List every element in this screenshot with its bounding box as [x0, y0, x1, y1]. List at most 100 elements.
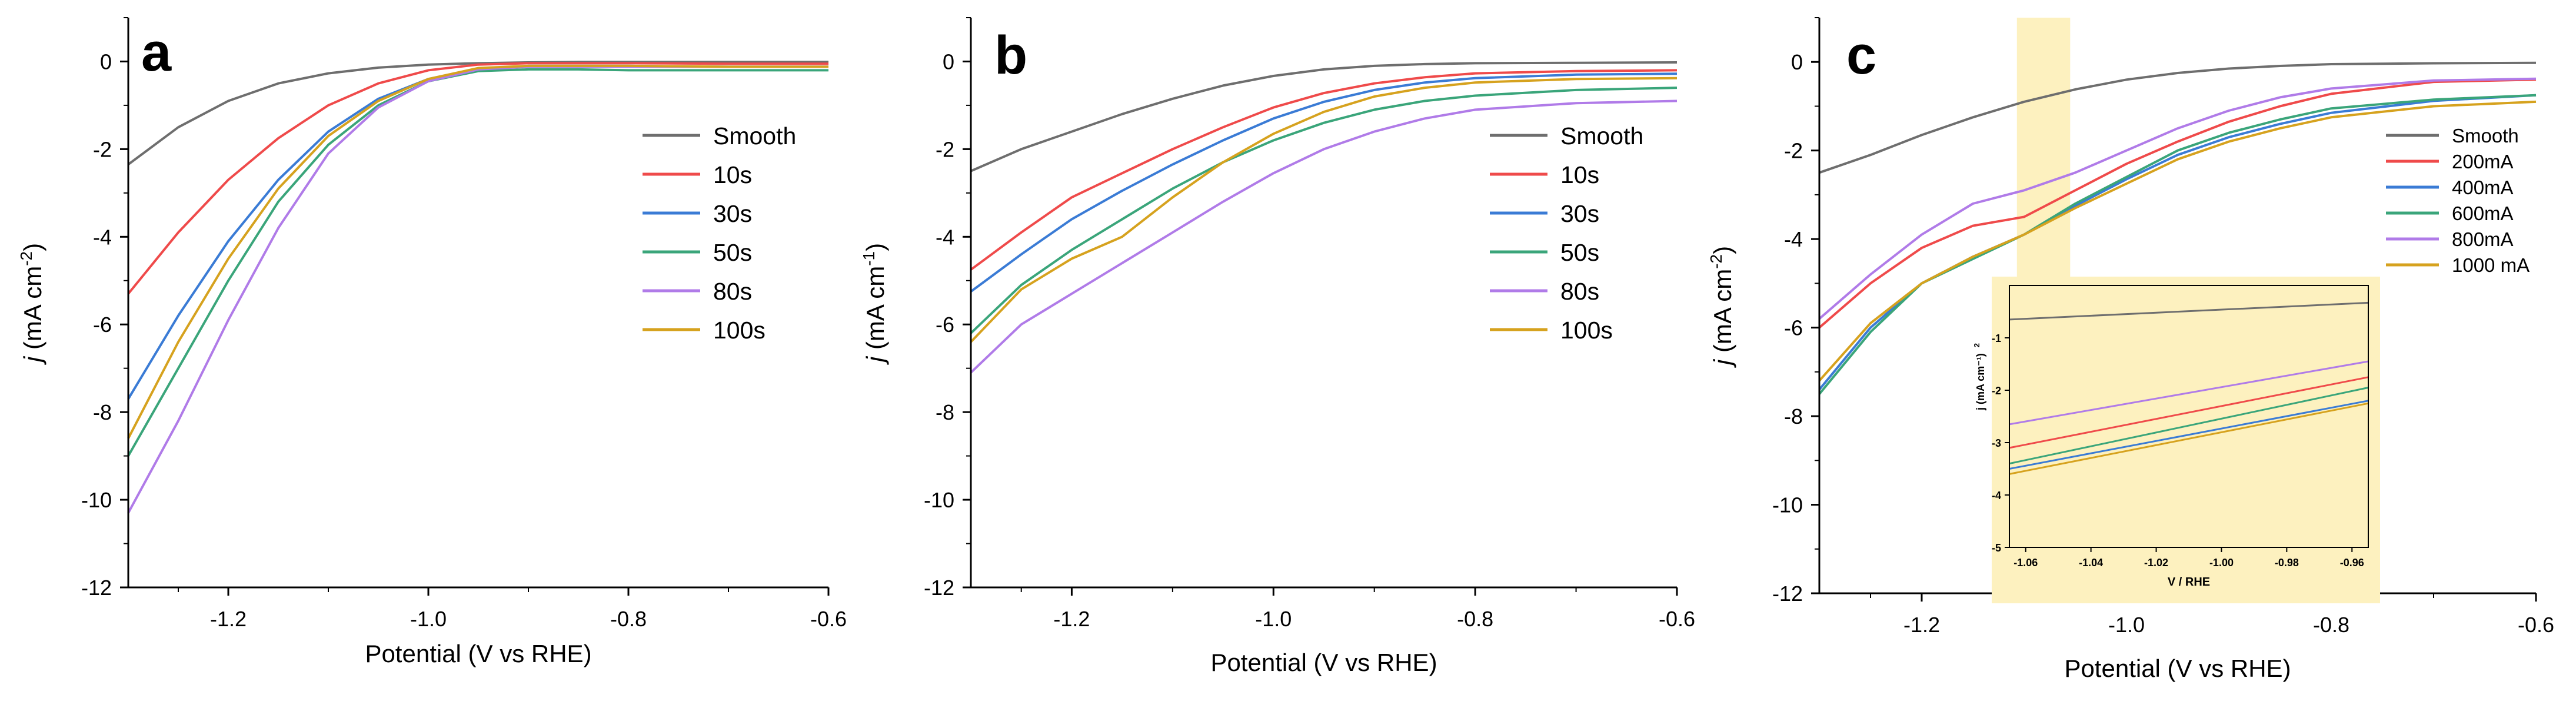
y-label-units: (mA cm	[861, 266, 889, 357]
y-label-close: )	[19, 243, 46, 251]
legend-entry: 600mA	[2452, 202, 2514, 224]
inset-y-tick-label: -4	[1992, 490, 2001, 501]
y-label-exponent: -2	[1707, 254, 1725, 269]
y-tick-label: -8	[936, 400, 954, 424]
x-tick-label: -1.0	[2108, 613, 2145, 637]
y-tick-label: 0	[1791, 50, 1803, 74]
inset-y-tick-label: -1	[1992, 333, 2001, 344]
y-label-close: )	[861, 243, 889, 251]
x-axis-label: Potential (V vs RHE)	[2064, 655, 2291, 682]
inset-x-tick-label: -0.98	[2275, 557, 2299, 569]
x-axis-label: Potential (V vs RHE)	[365, 640, 591, 667]
legend: Smooth 200mA 400mA 600mA 800mA 1000 mA	[2386, 125, 2530, 276]
y-tick-label: -2	[936, 137, 954, 161]
x-axis-label: Potential (V vs RHE)	[1210, 649, 1437, 676]
inset-y-tick-label: -2	[1992, 385, 2001, 397]
x-tick-label: -0.8	[610, 607, 647, 631]
inset-x-tick-label: -1.04	[2079, 557, 2103, 569]
y-tick-label: -10	[1772, 493, 1803, 517]
y-tick-label: -2	[1784, 139, 1803, 163]
inset-frame	[2009, 285, 2369, 548]
series-line-smooth	[1819, 61, 2537, 174]
legend: Smooth 10s 30s 50s 80s 100s	[1490, 122, 1643, 344]
chart-panel-c: -1.2 -1.0 -0.8 -0.60-2-4-6-8-10-12Potential…	[1707, 17, 2554, 682]
x-tick-label: -1.0	[410, 607, 447, 631]
inset-y-label-exponent: 2	[1972, 343, 1981, 347]
y-tick-label: -10	[924, 488, 954, 512]
y-label-close: )	[1709, 246, 1736, 254]
inset-series-line	[2009, 400, 2369, 470]
x-tick-label: -0.6	[2518, 613, 2554, 637]
inset-series-line	[2009, 376, 2369, 449]
series-line-1000ma	[1818, 100, 2537, 382]
legend-entry: 30s	[713, 200, 752, 227]
inset-series-line	[2009, 301, 2369, 321]
y-tick-label: -6	[1784, 316, 1803, 340]
legend-entry: 10s	[1560, 161, 1599, 188]
inset-series-line	[2009, 387, 2369, 465]
y-tick-label: -4	[936, 225, 954, 249]
y-tick-label: -10	[81, 488, 112, 512]
y-label-units: (mA cm	[19, 266, 46, 357]
inset-y-tick-label: -3	[1992, 437, 2001, 449]
inset-x-tick-label: -1.00	[2209, 557, 2234, 569]
y-label-exponent: -1	[860, 251, 878, 266]
y-tick-label: 0	[100, 49, 112, 74]
legend-entry: Smooth	[1560, 122, 1643, 149]
x-tick-label: -1.2	[1053, 607, 1090, 631]
inset-x-tick-label: -0.96	[2340, 557, 2364, 569]
y-axis-label: j (mA cm-2)	[17, 243, 46, 365]
y-tick-label: 0	[943, 49, 954, 74]
series-line-smooth	[127, 61, 828, 166]
series-line-50s	[970, 87, 1678, 334]
y-tick-label: -6	[936, 313, 954, 337]
y-tick-label: -12	[1772, 582, 1803, 606]
legend-entry: 80s	[713, 278, 752, 305]
legend-entry: 800mA	[2452, 228, 2514, 250]
x-tick-label: -1.2	[1903, 613, 1940, 637]
y-tick-label: -4	[1784, 227, 1803, 251]
legend-entry: 50s	[1560, 239, 1599, 266]
x-tick-label: -0.8	[2313, 613, 2349, 637]
y-axis-label: j (mA cm-2)	[1707, 246, 1736, 368]
series-line-800ma	[1818, 77, 2537, 320]
y-tick-label: -12	[81, 576, 112, 600]
legend: Smooth 10s 30s 50s 80s 100s	[643, 122, 796, 344]
inset-y-label-text: j (mA cm⁻¹)	[1975, 353, 1986, 411]
legend-entry: Smooth	[2452, 125, 2519, 147]
y-tick-label: -12	[924, 576, 954, 600]
series-line-80s	[970, 99, 1678, 374]
inset-series-line	[2009, 402, 2369, 475]
y-label-exponent: -2	[17, 251, 35, 266]
series-line-30s	[127, 64, 828, 400]
series-line-smooth	[970, 61, 1678, 172]
legend-entry: 100s	[1560, 317, 1613, 344]
chart-panel-a: -1.2 -1.0 -0.8 -0.6 0 -2 -4 -6 -8 -10 -12 Potential…	[17, 17, 847, 667]
inset-y-tick-label: -5	[1992, 542, 2001, 554]
series-line-10s	[127, 62, 828, 295]
inset-series-line	[2009, 360, 2369, 426]
x-tick-label: -0.6	[1659, 607, 1695, 631]
legend-entry: 80s	[1560, 278, 1599, 305]
inset-x-tick-label: -1.06	[2013, 557, 2038, 569]
series-line-200ma	[1818, 78, 2537, 329]
legend-entry: 400mA	[2452, 177, 2514, 198]
legend-entry: 50s	[713, 239, 752, 266]
series-line-10s	[970, 69, 1678, 271]
legend-entry: 30s	[1560, 200, 1599, 227]
inset-x-label: V / RHE	[2168, 576, 2210, 589]
series-line-100s	[127, 64, 828, 439]
legend-entry: 200mA	[2452, 151, 2514, 172]
inset-chart: -1.06 -1.04 -1.02 -1.00 -0.98 -0.96 -1 -2 -3 -4 -5…	[1972, 277, 2380, 603]
y-tick-label: -8	[1784, 404, 1803, 428]
y-tick-label: -2	[93, 137, 112, 161]
legend-entry: 100s	[713, 317, 766, 344]
x-tick-label: -1.0	[1255, 607, 1292, 631]
y-tick-label: -4	[93, 225, 112, 249]
y-tick-label: -6	[93, 313, 112, 337]
panel-label: b	[994, 25, 1027, 85]
panel-label: c	[1846, 25, 1876, 85]
legend-entry: 10s	[713, 161, 752, 188]
x-tick-label: -0.6	[810, 607, 847, 631]
